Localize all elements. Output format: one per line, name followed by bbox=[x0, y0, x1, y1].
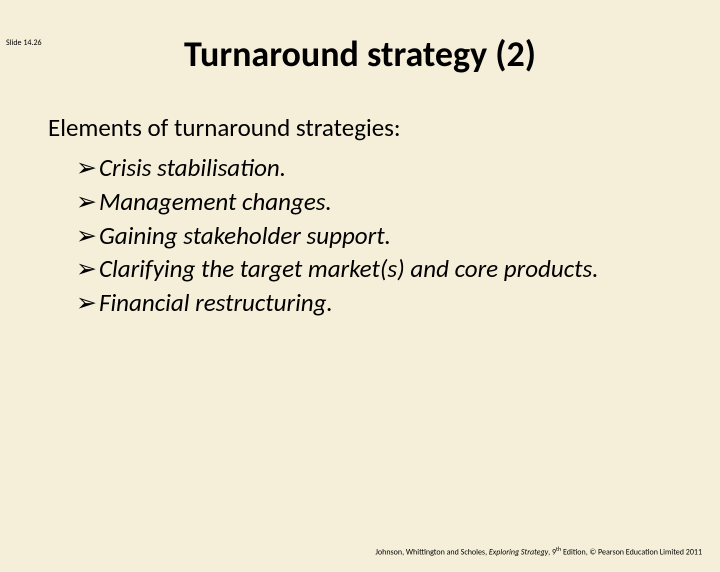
intro-text: Elements of turnaround strategies: bbox=[48, 112, 680, 143]
slide-title: Turnaround strategy (2) bbox=[0, 32, 720, 76]
footer-citation: Johnson, Whittington and Scholes, Explor… bbox=[375, 545, 702, 558]
bullet-item: ➢ Gaining stakeholder support. bbox=[76, 219, 680, 253]
bullet-text: Financial restructuring. bbox=[99, 286, 333, 320]
content-area: Elements of turnaround strategies: ➢ Cri… bbox=[0, 112, 720, 320]
bullet-text: Clarifying the target market(s) and core… bbox=[99, 252, 599, 286]
bullet-marker-icon: ➢ bbox=[76, 252, 97, 286]
footer-rest: Edition, © Pearson Education Limited 201… bbox=[561, 548, 702, 558]
bullet-marker-icon: ➢ bbox=[76, 219, 97, 253]
bullet-text: Management changes. bbox=[99, 185, 332, 219]
bullet-text: Crisis stabilisation. bbox=[99, 151, 286, 185]
bullet-item: ➢ Financial restructuring. bbox=[76, 286, 680, 320]
bullet-marker-icon: ➢ bbox=[76, 286, 97, 320]
footer-authors: Johnson, Whittington and Scholes, bbox=[375, 548, 489, 558]
bullet-item: ➢ Crisis stabilisation. bbox=[76, 151, 680, 185]
bullet-marker-icon: ➢ bbox=[76, 151, 97, 185]
slide-number: Slide 14.26 bbox=[6, 38, 42, 48]
bullet-item: ➢ Clarifying the target market(s) and co… bbox=[76, 252, 680, 286]
bullet-list: ➢ Crisis stabilisation. ➢ Management cha… bbox=[48, 151, 680, 320]
footer-edition: , 9 bbox=[548, 548, 556, 558]
bullet-text: Gaining stakeholder support. bbox=[99, 219, 391, 253]
footer-book-title: Exploring Strategy bbox=[489, 548, 548, 558]
bullet-item: ➢ Management changes. bbox=[76, 185, 680, 219]
bullet-marker-icon: ➢ bbox=[76, 185, 97, 219]
